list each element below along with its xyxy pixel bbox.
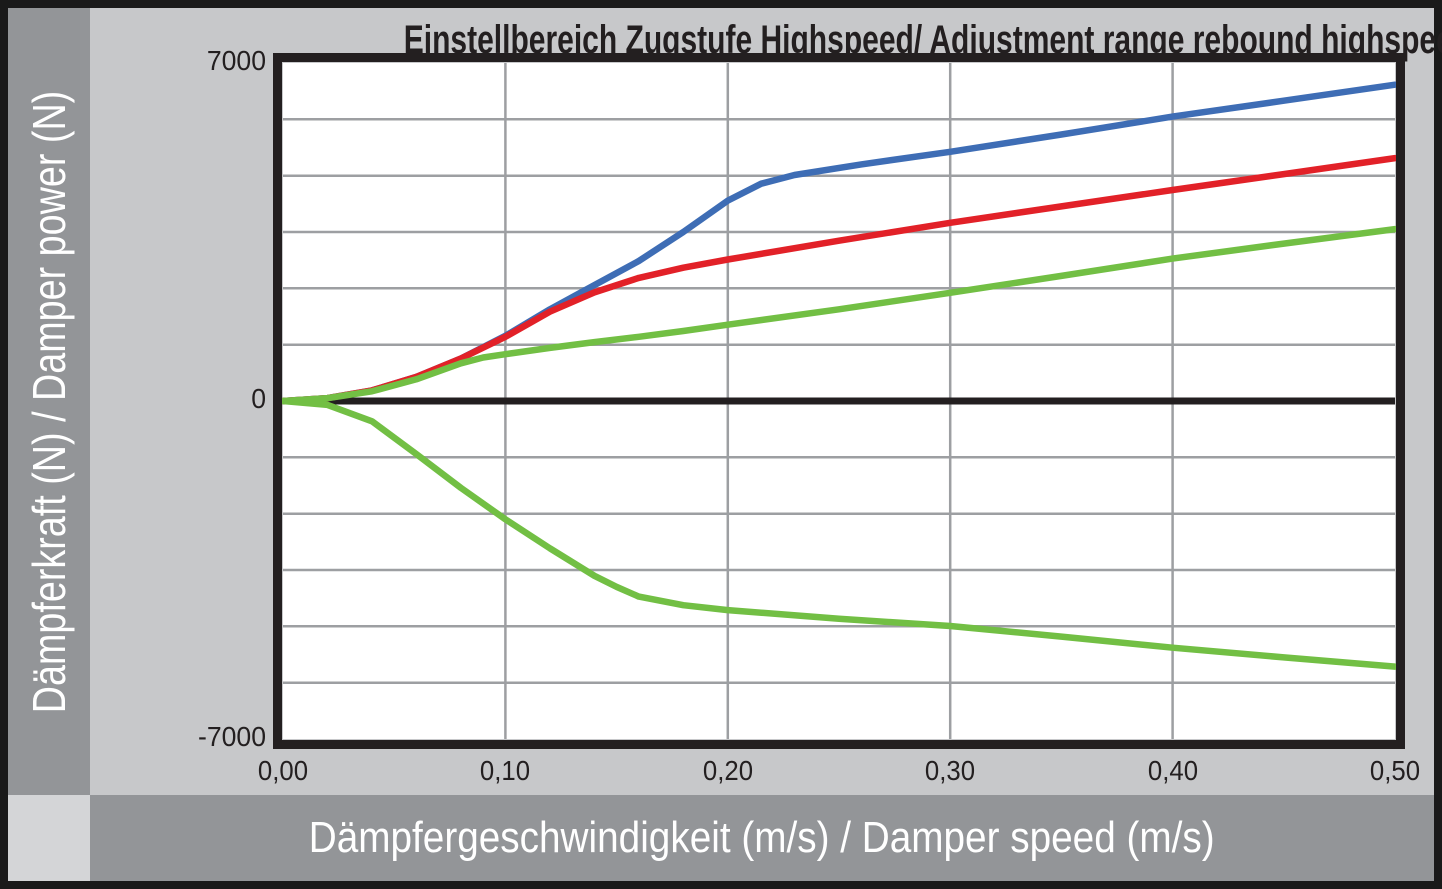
x-axis-band: Dämpfergeschwindigkeit (m/s) / Damper sp… (90, 795, 1434, 881)
x-tick-label: 0,40 (1147, 755, 1198, 786)
x-axis-label: Dämpfergeschwindigkeit (m/s) / Damper sp… (309, 813, 1215, 862)
chart-canvas (273, 53, 1405, 749)
y-tick-label: -7000 (197, 721, 266, 752)
y-axis-label: Dämpferkraft (N) / Damper power (N) (23, 90, 75, 713)
y-tick-label: 7000 (206, 45, 266, 76)
chart-frame: Dämpferkraft (N) / Damper power (N) Dämp… (8, 8, 1442, 881)
corner-spacer (8, 795, 90, 881)
x-tick-label: 0,20 (702, 755, 753, 786)
x-tick-label: 0,50 (1369, 755, 1421, 786)
green-curve-min-rebound-highspeed (279, 225, 1399, 405)
y-axis-band: Dämpferkraft (N) / Damper power (N) (8, 8, 90, 795)
chart-plot-area (273, 53, 1405, 749)
x-tick-label: 0,10 (480, 755, 531, 786)
green-curve-lower-range (279, 397, 1399, 670)
x-tick-label: 0,00 (257, 755, 309, 786)
x-tick-label: 0,30 (925, 755, 976, 786)
plot-border (273, 53, 1405, 749)
y-tick-label: 0 (251, 383, 266, 414)
